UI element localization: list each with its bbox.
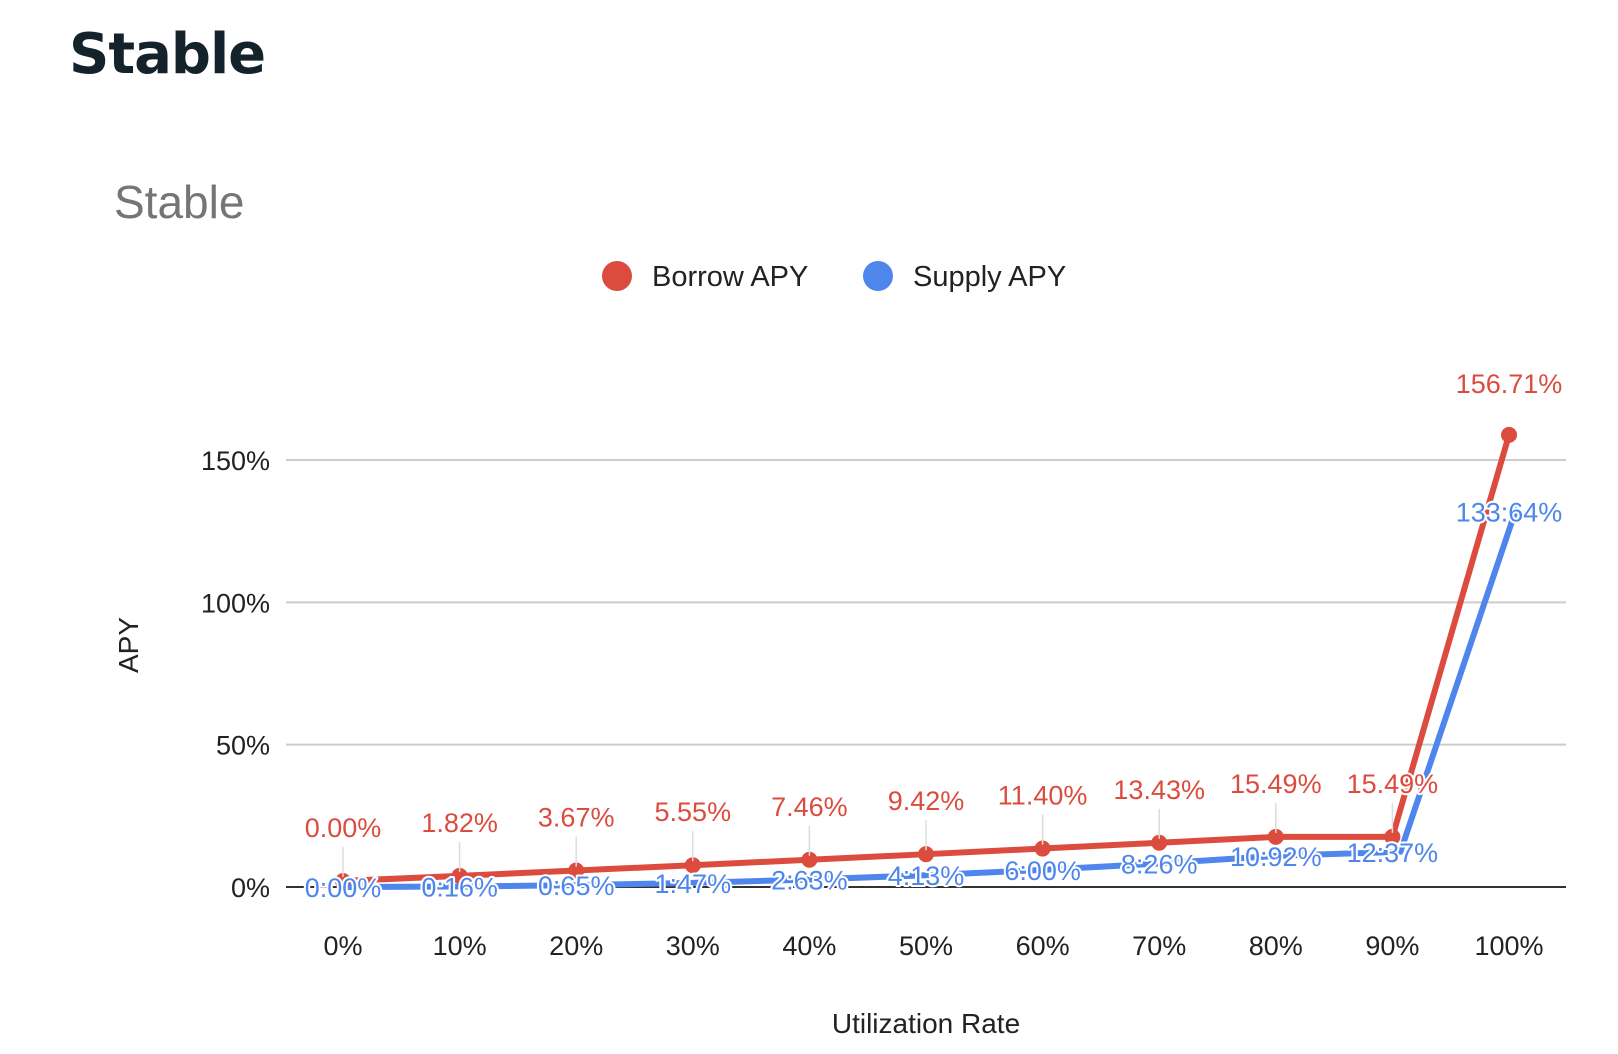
- data-label: 11.40%: [998, 781, 1088, 811]
- legend: Borrow APY Supply APY: [602, 261, 1066, 293]
- x-tick-label: 90%: [1365, 931, 1419, 961]
- data-point: [684, 857, 701, 874]
- x-tick-label: 30%: [666, 931, 720, 961]
- x-tick-label: 50%: [899, 931, 953, 961]
- data-label: 6:00%: [1004, 856, 1081, 886]
- y-tick-label: 50%: [216, 731, 270, 761]
- x-tick-label: 0%: [323, 931, 362, 961]
- y-axis-ticks: 0% 50% 100% 150%: [201, 446, 270, 903]
- data-label: 0:65%: [538, 871, 615, 901]
- x-tick-label: 20%: [549, 931, 603, 961]
- x-tick-label: 80%: [1249, 931, 1303, 961]
- data-label: 156.71%: [1456, 369, 1563, 399]
- x-axis-ticks: 0% 10% 20% 30% 40% 50% 60% 70% 80% 90% 100%: [323, 931, 1543, 961]
- series-group: [335, 426, 1520, 890]
- legend-marker: [863, 261, 893, 291]
- data-point: [918, 846, 934, 863]
- data-label: 133:64%: [1456, 498, 1563, 528]
- data-point: [1384, 828, 1401, 845]
- chart-title: Stable: [114, 176, 244, 228]
- data-point: [1151, 834, 1168, 851]
- x-axis-title: Utilization Rate: [832, 1008, 1020, 1039]
- legend-label: Borrow APY: [652, 261, 808, 293]
- data-label: 9.42%: [888, 786, 965, 816]
- data-label: 4:13%: [888, 861, 965, 891]
- x-tick-label: 70%: [1132, 931, 1186, 961]
- y-tick-label: 150%: [201, 446, 270, 476]
- data-point: [1267, 828, 1284, 845]
- y-axis-title: APY: [113, 617, 144, 673]
- data-label: 0.00%: [305, 813, 382, 843]
- data-label: 8:26%: [1121, 849, 1198, 879]
- data-label: 1.82%: [421, 808, 498, 838]
- y-tick-label: 100%: [201, 588, 270, 618]
- data-label: 5.55%: [655, 797, 732, 827]
- data-label: 1:47%: [655, 869, 732, 899]
- data-point: [1034, 840, 1051, 857]
- y-tick-label: 0%: [231, 873, 270, 903]
- x-tick-label: 60%: [1016, 931, 1070, 961]
- data-label: 15.49%: [1230, 769, 1322, 799]
- data-label: 3.67%: [538, 803, 615, 833]
- data-label: 0:16%: [421, 873, 498, 903]
- x-tick-label: 10%: [433, 931, 487, 961]
- legend-marker: [602, 261, 632, 291]
- data-point: [451, 867, 468, 884]
- page-title: Stable: [69, 22, 266, 87]
- data-label: 15.49%: [1347, 769, 1439, 799]
- data-labels: 0.00% 1.82% 3.67% 5.55% 7.46% 9.42% 11.40% 13.4…: [303, 367, 1565, 905]
- data-label: 2:63%: [771, 866, 848, 896]
- data-label: 12:37%: [1347, 838, 1439, 868]
- legend-label: Supply APY: [913, 261, 1066, 293]
- data-label: 13.43%: [1113, 775, 1205, 805]
- series-line-supply: [342, 505, 1520, 890]
- data-label: 7.46%: [771, 792, 848, 822]
- data-label: 10:92%: [1230, 842, 1322, 872]
- data-label: 0:00%: [305, 873, 382, 903]
- data-point: [568, 862, 585, 879]
- x-tick-label: 40%: [782, 931, 836, 961]
- x-tick-label: 100%: [1474, 931, 1543, 961]
- data-point: [801, 851, 818, 868]
- data-point: [1501, 426, 1517, 443]
